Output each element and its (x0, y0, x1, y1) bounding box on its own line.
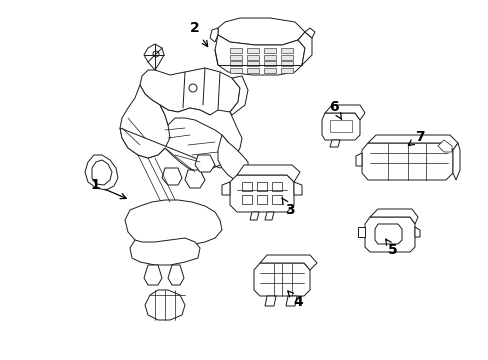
Polygon shape (285, 296, 296, 306)
Polygon shape (329, 120, 351, 132)
Polygon shape (367, 135, 457, 150)
Polygon shape (120, 85, 170, 158)
Polygon shape (168, 265, 183, 285)
Polygon shape (257, 182, 266, 191)
Polygon shape (281, 48, 292, 53)
Polygon shape (374, 224, 401, 244)
Polygon shape (325, 105, 364, 120)
Polygon shape (246, 61, 259, 66)
Polygon shape (364, 217, 414, 252)
Polygon shape (195, 155, 215, 172)
Polygon shape (293, 182, 302, 195)
Polygon shape (437, 140, 451, 152)
Polygon shape (355, 153, 361, 166)
Polygon shape (143, 265, 162, 285)
Polygon shape (246, 68, 259, 72)
Polygon shape (305, 28, 314, 38)
Text: 6: 6 (328, 100, 341, 119)
Polygon shape (120, 105, 242, 172)
Text: 5: 5 (385, 239, 397, 257)
Text: 7: 7 (407, 130, 424, 145)
Circle shape (153, 51, 159, 57)
Polygon shape (297, 32, 311, 65)
Polygon shape (414, 227, 419, 237)
Polygon shape (271, 195, 282, 204)
Polygon shape (145, 290, 184, 320)
Text: 3: 3 (281, 198, 294, 217)
Polygon shape (218, 135, 247, 180)
Polygon shape (264, 54, 275, 59)
Polygon shape (85, 155, 118, 190)
Polygon shape (257, 195, 266, 204)
Polygon shape (184, 170, 204, 188)
Circle shape (189, 84, 197, 92)
Polygon shape (321, 113, 359, 140)
Polygon shape (281, 54, 292, 59)
Polygon shape (271, 182, 282, 191)
Text: 2: 2 (190, 21, 207, 46)
Polygon shape (92, 160, 112, 185)
Polygon shape (229, 68, 242, 72)
Polygon shape (281, 61, 292, 66)
Polygon shape (229, 76, 247, 115)
Polygon shape (242, 182, 251, 191)
Polygon shape (260, 255, 316, 270)
Polygon shape (264, 296, 275, 306)
Polygon shape (237, 165, 299, 182)
Polygon shape (125, 200, 222, 248)
Text: 4: 4 (287, 291, 302, 309)
Polygon shape (264, 212, 273, 220)
Polygon shape (215, 35, 305, 75)
Polygon shape (229, 54, 242, 59)
Polygon shape (209, 28, 218, 42)
Polygon shape (246, 48, 259, 53)
Polygon shape (246, 54, 259, 59)
Polygon shape (264, 68, 275, 72)
Polygon shape (222, 182, 229, 195)
Polygon shape (264, 48, 275, 53)
Polygon shape (130, 238, 200, 265)
Polygon shape (369, 209, 417, 224)
Polygon shape (249, 212, 259, 220)
Polygon shape (218, 18, 305, 45)
Polygon shape (140, 68, 240, 118)
Polygon shape (281, 68, 292, 72)
Polygon shape (242, 195, 251, 204)
Polygon shape (452, 143, 459, 180)
Polygon shape (357, 227, 364, 237)
Polygon shape (229, 175, 293, 212)
Polygon shape (229, 61, 242, 66)
Polygon shape (229, 48, 242, 53)
Polygon shape (162, 168, 182, 185)
Text: 1: 1 (90, 178, 126, 199)
Polygon shape (143, 44, 163, 70)
Polygon shape (253, 263, 309, 296)
Polygon shape (361, 143, 452, 180)
Polygon shape (329, 140, 339, 147)
Polygon shape (264, 61, 275, 66)
